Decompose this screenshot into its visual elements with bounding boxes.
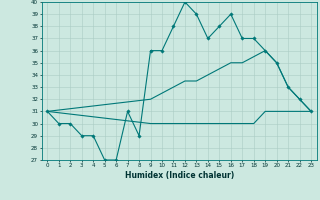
X-axis label: Humidex (Indice chaleur): Humidex (Indice chaleur) [124,171,234,180]
